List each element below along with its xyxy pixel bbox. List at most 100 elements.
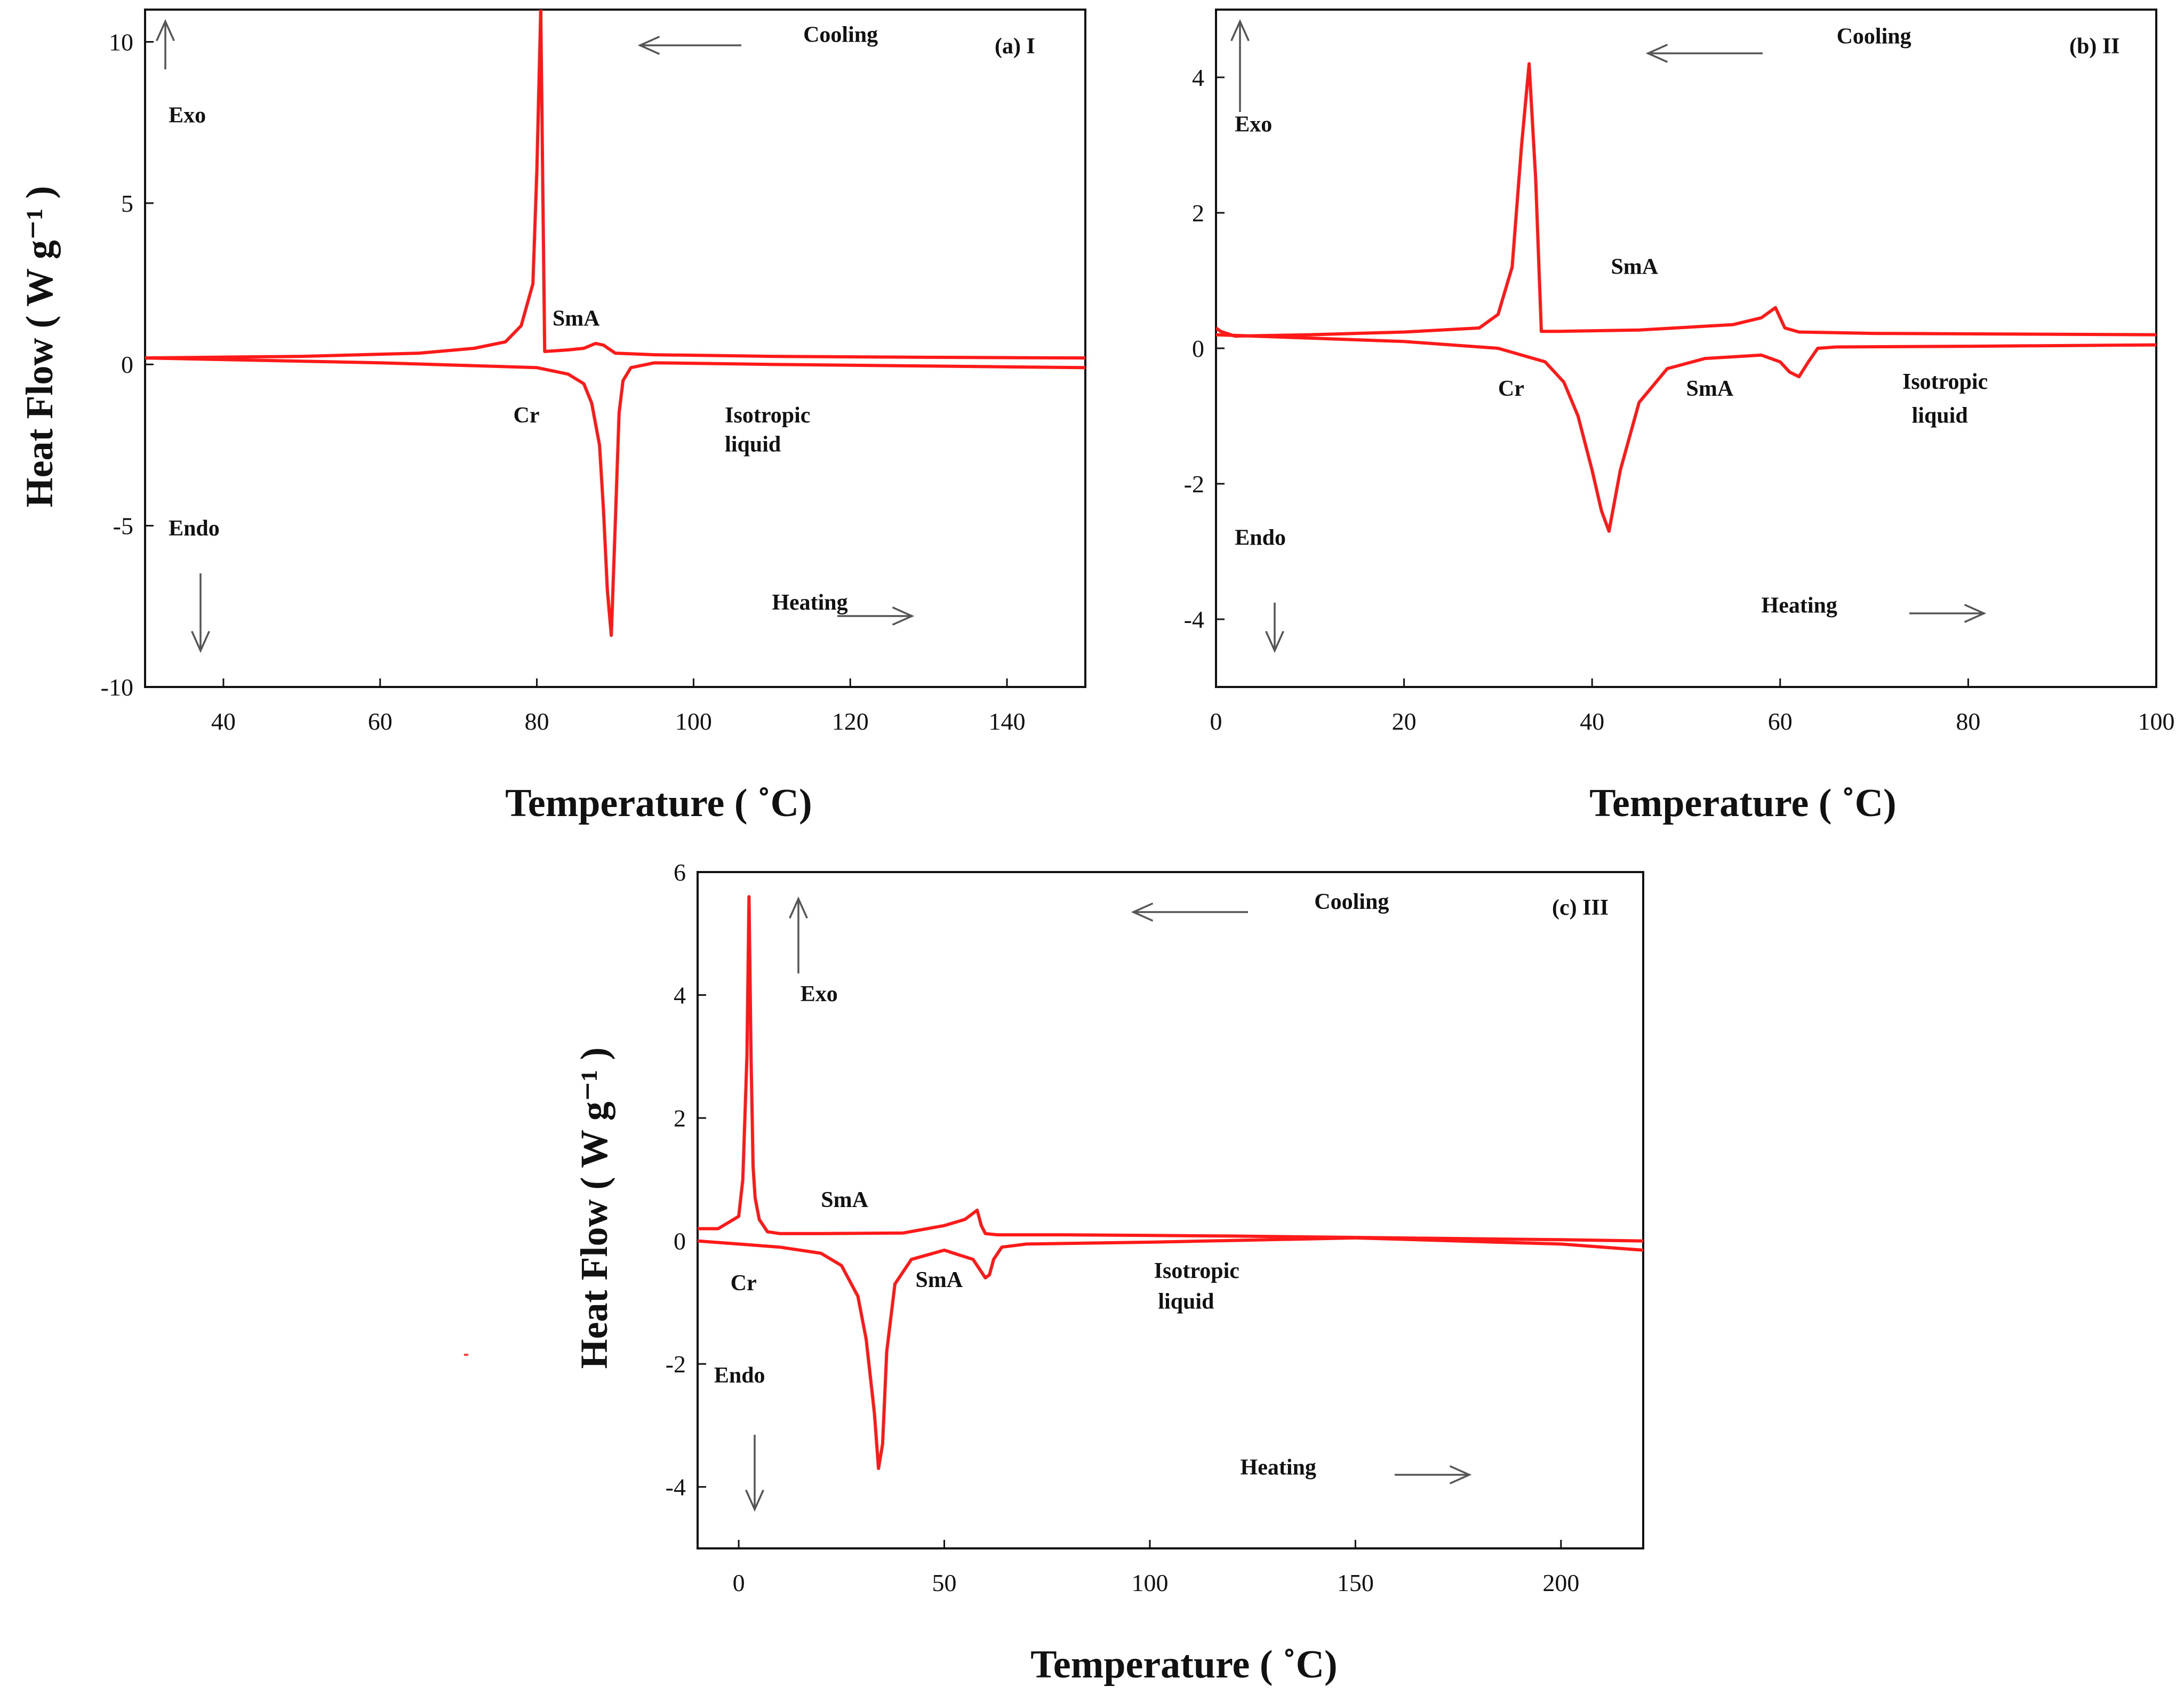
annotation-cooling: Cooling: [803, 22, 878, 47]
plot-frame: [144, 9, 1086, 688]
y-tick-label: 2: [1192, 199, 1204, 227]
y-axis-ticks: -4 -2 0 2 4 6: [666, 859, 706, 1501]
x-tick-label: 20: [1392, 708, 1417, 735]
x-axis-title: Temperature ( ˚C): [1589, 781, 1896, 825]
annotation-liquid: liquid: [725, 433, 781, 457]
annotation-endo: Endo: [169, 516, 220, 541]
x-tick-label: 100: [2138, 708, 2175, 735]
plot-frame: [697, 871, 1644, 1549]
endo-arrow-icon: [1265, 603, 1284, 653]
panel-label: (c) III: [1552, 896, 1609, 920]
heating-arrow-icon: [1909, 604, 1987, 623]
y-axis-ticks: -10 -5 0 5 10: [101, 28, 154, 701]
heating-arrow-icon: [837, 606, 915, 626]
x-tick-label: 120: [832, 708, 869, 735]
x-axis-ticks: 40 60 80 100 120 140: [211, 678, 1026, 735]
y-tick-label: 2: [674, 1105, 686, 1132]
x-tick-label: 40: [211, 708, 236, 735]
annotation-endo: Endo: [714, 1363, 765, 1388]
heating-arrow-icon: [1395, 1465, 1472, 1484]
annotation-sma: SmA: [821, 1188, 868, 1212]
endo-arrow-icon: [191, 573, 210, 653]
y-tick-label: 4: [1192, 64, 1204, 91]
y-tick-label: 5: [121, 190, 133, 217]
y-tick-label: -10: [101, 674, 133, 701]
x-axis-title: Temperature ( ˚C): [1030, 1643, 1337, 1687]
x-tick-label: 0: [1210, 708, 1222, 735]
y-tick-label: 4: [674, 982, 686, 1009]
x-tick-label: 60: [1768, 708, 1793, 735]
panel-a: (a) I -10 -5 0 5 10 40 60 80 100 120 140 Cooling H…: [18, 9, 1086, 825]
x-tick-label: 60: [368, 708, 393, 735]
cooling-arrow-icon-head: [1645, 44, 1668, 63]
annotation-isotropic: Isotropic: [1154, 1259, 1239, 1283]
annotation-endo: Endo: [1235, 525, 1286, 550]
y-tick-label: 10: [109, 28, 133, 55]
y-axis-title: Heat Flow ( W g⁻¹ ): [18, 186, 61, 508]
x-tick-label: 200: [1542, 1569, 1579, 1596]
x-tick-label: 80: [1956, 708, 1980, 735]
cooling-arrow-icon: [637, 36, 741, 55]
stray-red-mark: [464, 1354, 468, 1356]
y-tick-label: 0: [674, 1228, 686, 1255]
heating-arrow-icon-head: [1964, 604, 1987, 623]
series-group: [698, 895, 1643, 1471]
x-tick-label: 100: [1131, 1569, 1168, 1596]
heating-arrow-icon-head: [1449, 1465, 1472, 1484]
x-tick-label: 50: [932, 1569, 957, 1596]
annotation-isotropic: Isotropic: [725, 403, 810, 428]
y-tick-label: 0: [1192, 335, 1204, 362]
exo-arrow-icon-head: [789, 896, 808, 919]
exo-arrow-icon-head: [1230, 19, 1250, 42]
annotation-heating: Heating: [1241, 1456, 1316, 1480]
x-tick-label: 0: [733, 1569, 745, 1596]
x-tick-label: 40: [1580, 708, 1604, 735]
annotation-cr: Cr: [731, 1271, 757, 1296]
x-tick-label: 140: [989, 708, 1026, 735]
annotation-liquid: liquid: [1158, 1289, 1214, 1314]
y-tick-label: 0: [121, 351, 133, 378]
x-axis-title: Temperature ( ˚C): [505, 781, 812, 825]
annotation-sma: SmA: [916, 1268, 963, 1292]
series-heating-line: [698, 1236, 1643, 1471]
series-heating-line: [1216, 333, 2156, 533]
series-heating-line: [145, 356, 1085, 637]
endo-arrow-icon-head: [191, 630, 210, 653]
y-tick-label: -2: [666, 1351, 686, 1378]
annotation-sma: SmA: [553, 307, 600, 331]
series-group: [1216, 62, 2156, 533]
annotation-exo: Exo: [801, 982, 838, 1006]
series-group: [145, 10, 1085, 637]
panel-c: (c) III -4 -2 0 2 4 6 0 50 100 150 200 Cooling Hea…: [573, 859, 1644, 1687]
annotation-isotropic: Isotropic: [1902, 370, 1988, 394]
annotation-liquid: liquid: [1912, 404, 1968, 428]
annotation-heating: Heating: [1762, 593, 1837, 618]
annotations: Cooling Heating Exo Endo SmA Cr Isotropic liqui…: [156, 19, 915, 653]
panel-b: (b) II -4 -2 0 2 4 0 20 40 60 80 100 Cooling Heati…: [1184, 9, 2175, 825]
annotation-sma: SmA: [1686, 377, 1734, 401]
annotation-exo: Exo: [169, 103, 206, 128]
panel-label: (a) I: [995, 34, 1035, 59]
cooling-arrow-icon: [1645, 44, 1763, 63]
x-axis-ticks: 0 20 40 60 80 100: [1210, 678, 2175, 735]
x-tick-label: 100: [675, 708, 712, 735]
y-tick-label: -4: [666, 1474, 686, 1501]
annotation-exo: Exo: [1235, 113, 1272, 137]
annotation-cr: Cr: [1498, 377, 1524, 401]
annotations: Cooling Heating Exo Endo SmA Cr SmA Isotropic li…: [714, 890, 1472, 1512]
annotation-cr: Cr: [514, 403, 540, 428]
series-cooling-line: [698, 895, 1643, 1243]
y-axis-title: Heat Flow ( W g⁻¹ ): [573, 1048, 615, 1369]
endo-arrow-icon-head: [1265, 630, 1284, 653]
heating-arrow-icon-head: [892, 606, 915, 626]
y-tick-label: -2: [1184, 470, 1204, 498]
annotation-cooling: Cooling: [1314, 890, 1389, 914]
endo-arrow-icon-head: [745, 1489, 764, 1512]
cooling-arrow-icon-head: [1131, 902, 1154, 922]
endo-arrow-icon: [745, 1435, 764, 1512]
exo-arrow-icon: [789, 896, 808, 973]
series-cooling-line: [145, 10, 1085, 360]
x-tick-label: 150: [1337, 1569, 1374, 1596]
